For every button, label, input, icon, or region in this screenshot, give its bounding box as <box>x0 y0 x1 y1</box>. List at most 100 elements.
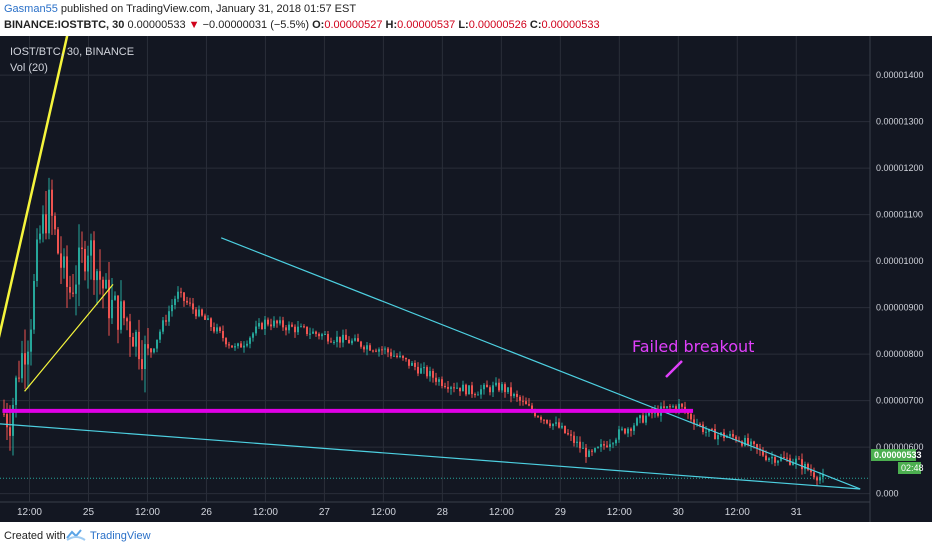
x-tick-label: 12:00 <box>253 507 278 518</box>
candle-up <box>42 214 44 234</box>
candle-up <box>495 382 497 386</box>
low-value: 0.00000526 <box>468 19 527 31</box>
candle-down <box>45 214 47 234</box>
candle-up <box>804 463 806 470</box>
candle-down <box>102 279 104 289</box>
candle-up <box>324 333 326 335</box>
candle-down <box>681 403 683 407</box>
candle-up <box>300 326 302 328</box>
candle-down <box>18 377 20 379</box>
candle-down <box>432 371 434 378</box>
price-axis[interactable]: 0.00001400 0.00001300 0.00001200 0.00001100… <box>876 70 924 499</box>
candle-down <box>261 323 263 330</box>
time-axis[interactable]: 12:00 25 12:00 26 12:00 27 12:00 28 12:00 29 12:00… <box>17 507 802 518</box>
candle-down <box>129 321 131 338</box>
candle-up <box>75 284 77 294</box>
candle-down <box>570 434 572 436</box>
candle-down <box>339 336 341 343</box>
candle-down <box>459 387 461 392</box>
candle-up <box>297 326 299 333</box>
candle-up <box>666 406 668 408</box>
x-tick-label: 12:00 <box>725 507 750 518</box>
author-link[interactable]: Gasman55 <box>4 3 58 15</box>
candle-up <box>48 189 50 234</box>
candle-up <box>576 441 578 443</box>
candle-down <box>360 341 362 347</box>
candle-down <box>330 341 332 343</box>
candle-down <box>210 318 212 328</box>
candle-down <box>138 331 140 360</box>
x-tick-label: 26 <box>201 507 213 518</box>
candle-down <box>390 352 392 357</box>
candle-up <box>717 435 719 440</box>
x-tick-label: 25 <box>83 507 95 518</box>
candle-down <box>606 445 608 448</box>
candle-down <box>183 292 185 301</box>
descending-resistance-line <box>220 237 861 490</box>
candle-down <box>702 424 704 432</box>
candle-down <box>573 435 575 443</box>
y-tick-label: 0.00000900 <box>876 303 924 313</box>
tradingview-brand-link[interactable]: TradingView <box>90 530 151 542</box>
candle-up <box>159 331 161 340</box>
candle-up <box>492 385 494 393</box>
plot-area[interactable] <box>0 36 870 522</box>
candle-down <box>318 333 320 337</box>
candle-up <box>618 429 620 440</box>
price-chart[interactable]: 0.00001400 0.00001300 0.00001200 0.00001100… <box>0 36 932 522</box>
candle-up <box>27 351 29 365</box>
y-tick-label: 0.00001100 <box>876 210 923 220</box>
candle-up <box>336 336 338 342</box>
ohlc-line: BINANCE:IOSTBTC, 30 0.00000533 ▼ −0.0000… <box>4 19 600 31</box>
candle-down <box>291 324 293 327</box>
candle-down <box>642 415 644 423</box>
y-tick-label: 0.00000600 <box>876 442 924 452</box>
candle-down <box>357 338 359 342</box>
candle-down <box>270 324 272 327</box>
candle-up <box>621 428 623 430</box>
candle-down <box>132 337 134 347</box>
candle-down <box>345 334 347 340</box>
candle-down <box>426 367 428 377</box>
annotation-arrow <box>665 360 683 378</box>
candle-down <box>711 428 713 430</box>
candle-up <box>456 387 458 389</box>
candle-up <box>273 320 275 327</box>
candle-up <box>312 331 314 334</box>
candle-down <box>474 394 476 396</box>
candle-down <box>531 405 533 411</box>
candle-down <box>417 366 419 374</box>
candle-down <box>444 385 446 388</box>
candle-up <box>645 415 647 423</box>
tradingview-logo-icon[interactable] <box>66 528 86 542</box>
candle-down <box>117 295 119 330</box>
symbol-label: BINANCE:IOSTBTC, 30 <box>4 19 125 31</box>
candle-up <box>171 305 173 312</box>
candle-up <box>234 346 236 348</box>
candle-up <box>768 458 770 461</box>
x-tick-label: 31 <box>791 507 803 518</box>
candle-down <box>294 326 296 333</box>
candle-down <box>690 413 692 420</box>
x-tick-label: 30 <box>673 507 685 518</box>
candle-down <box>624 428 626 434</box>
x-tick-label: 12:00 <box>607 507 632 518</box>
published-text: published on TradingView.com, January 31… <box>60 3 357 15</box>
candle-up <box>36 239 38 282</box>
candle-down <box>567 433 569 435</box>
candle-down <box>603 444 605 446</box>
candle-up <box>594 448 596 452</box>
candle-down <box>471 385 473 395</box>
candle-up <box>162 320 164 332</box>
candle-down <box>747 437 749 445</box>
candle-down <box>537 416 539 418</box>
candle-up <box>744 437 746 446</box>
candle-up <box>477 394 479 396</box>
candle-down <box>504 384 506 393</box>
trendlines <box>0 36 861 490</box>
candle-up <box>561 425 563 428</box>
x-tick-label: 12:00 <box>135 507 160 518</box>
candle-down <box>141 359 143 370</box>
candle-down <box>435 377 437 382</box>
candle-up <box>168 311 170 322</box>
